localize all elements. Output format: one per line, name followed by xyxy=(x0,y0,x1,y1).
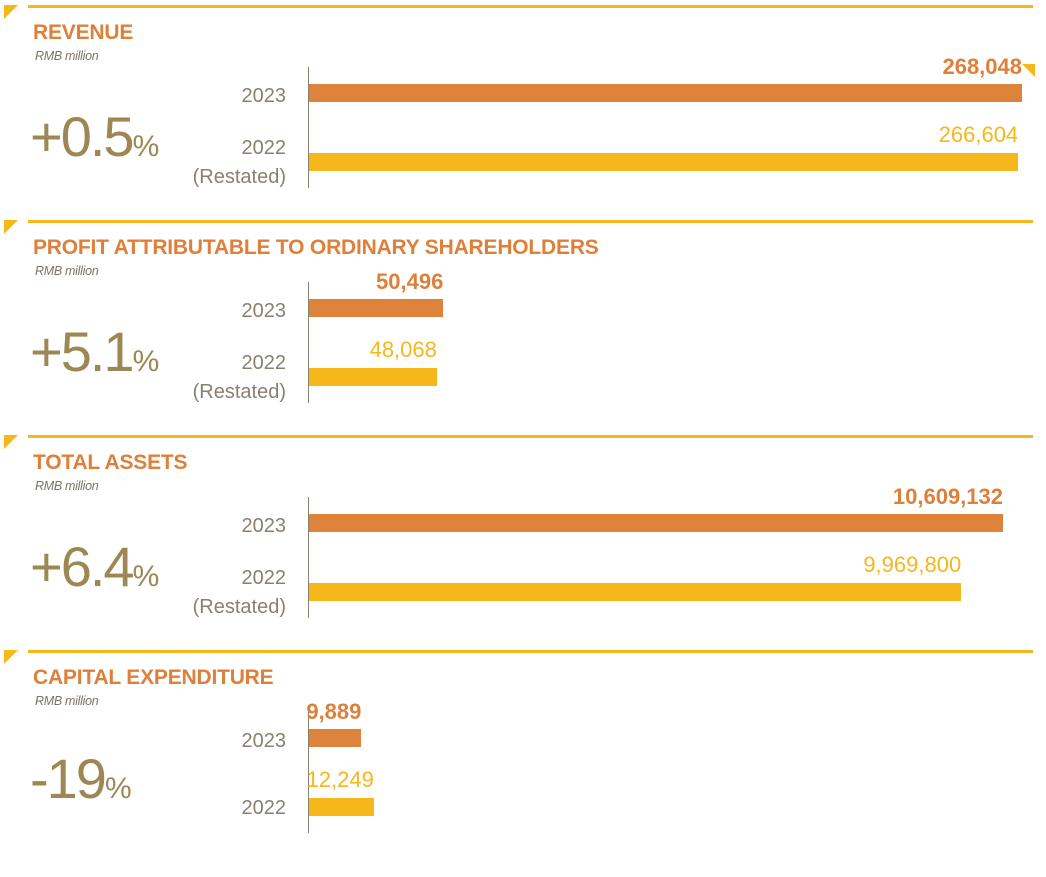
year-label: 2023 xyxy=(241,85,287,107)
category-label-2023: 2023 xyxy=(242,82,287,111)
bar-2022 xyxy=(309,583,962,601)
value-label-2022: 12,249 xyxy=(306,767,374,792)
value-label-2023: 50,496 xyxy=(376,269,444,294)
value-label-2022: 48,068 xyxy=(369,337,437,362)
chart-title: CAPITAL EXPENDITURE xyxy=(33,666,274,689)
unit-label: RMB million xyxy=(35,479,99,493)
category-label-2022: 2022 (Restated) xyxy=(193,349,286,407)
revenue-panel: REVENUE RMB million +0.5% 2023 2022 (Res… xyxy=(0,5,1046,210)
bar-2022 xyxy=(309,798,374,816)
chart-title: TOTAL ASSETS xyxy=(33,451,188,474)
restated-note: (Restated) xyxy=(192,381,286,403)
category-label-2023: 2023 xyxy=(242,297,287,326)
bar-2022 xyxy=(309,368,437,386)
chart-axis xyxy=(308,712,309,833)
bar-2023 xyxy=(309,729,362,747)
category-label-2022: 2022 (Restated) xyxy=(193,564,286,622)
chart-axis xyxy=(308,497,309,618)
section-divider xyxy=(28,220,1033,223)
unit-label: RMB million xyxy=(35,49,99,63)
category-label-2022: 2022 (Restated) xyxy=(193,134,286,192)
value-label-2022: 9,969,800 xyxy=(863,552,962,577)
capital-expenditure-panel: CAPITAL EXPENDITURE RMB million -19% 202… xyxy=(0,650,1046,850)
category-label-2023: 2023 xyxy=(242,512,287,541)
value-label-2023: 10,609,132 xyxy=(892,484,1003,509)
percent-sign: % xyxy=(132,345,160,378)
corner-marker xyxy=(4,650,18,664)
chart-title: PROFIT ATTRIBUTABLE TO ORDINARY SHAREHOL… xyxy=(33,236,599,259)
bar-2023 xyxy=(309,84,1022,102)
value-label-2023: 9,889 xyxy=(306,699,362,724)
change-percentage: +6.4% xyxy=(30,539,180,595)
total-assets-panel: TOTAL ASSETS RMB million +6.4% 2023 2022… xyxy=(0,435,1046,640)
section-divider xyxy=(28,435,1033,438)
change-value: +0.5 xyxy=(30,105,135,168)
category-label-2022: 2022 xyxy=(242,794,287,823)
category-label-2023: 2023 xyxy=(242,727,287,756)
year-label: 2022 xyxy=(241,137,287,159)
chart-axis xyxy=(308,282,309,403)
year-label: 2023 xyxy=(241,730,287,752)
corner-marker xyxy=(1022,64,1035,77)
year-label: 2022 xyxy=(241,352,287,374)
bar-2022 xyxy=(309,153,1019,171)
value-label-2022: 266,604 xyxy=(938,122,1019,147)
corner-marker xyxy=(4,435,18,449)
percent-sign: % xyxy=(132,130,160,163)
change-percentage: +0.5% xyxy=(30,109,180,165)
section-divider xyxy=(28,650,1033,653)
percent-sign: % xyxy=(132,560,160,593)
unit-label: RMB million xyxy=(35,264,99,278)
section-divider xyxy=(28,5,1033,8)
unit-label: RMB million xyxy=(35,694,99,708)
change-value: +6.4 xyxy=(30,535,135,598)
value-label-2023: 268,048 xyxy=(942,54,1022,79)
year-label: 2022 xyxy=(241,797,287,819)
percent-sign: % xyxy=(104,772,132,805)
year-label: 2023 xyxy=(241,515,287,537)
change-percentage: -19% xyxy=(30,751,180,807)
bar-2023 xyxy=(309,514,1003,532)
restated-note: (Restated) xyxy=(192,166,286,188)
year-label: 2022 xyxy=(241,567,287,589)
year-label: 2023 xyxy=(241,300,287,322)
corner-marker xyxy=(4,5,18,19)
corner-marker xyxy=(4,220,18,234)
profit-panel: PROFIT ATTRIBUTABLE TO ORDINARY SHAREHOL… xyxy=(0,220,1046,425)
chart-title: REVENUE xyxy=(33,21,134,44)
change-percentage: +5.1% xyxy=(30,324,180,380)
bar-2023 xyxy=(309,299,444,317)
chart-axis xyxy=(308,67,309,188)
restated-note: (Restated) xyxy=(192,596,286,618)
change-value: -19 xyxy=(30,747,107,810)
change-value: +5.1 xyxy=(30,320,135,383)
